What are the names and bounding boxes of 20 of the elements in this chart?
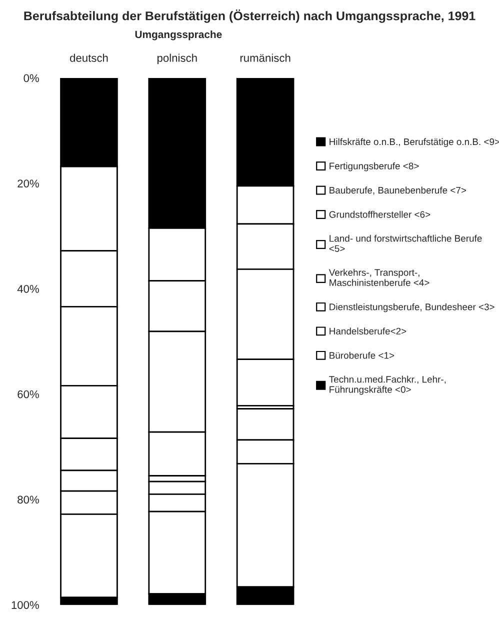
x-tick-label: polnisch xyxy=(157,54,197,64)
chart-subtitle: Umgangssprache xyxy=(135,30,222,40)
legend-label: Büroberufe <1> xyxy=(330,352,394,359)
legend-label: Fertigungsberufe <8> xyxy=(330,162,419,172)
x-tick-label: rumänisch xyxy=(240,54,290,62)
y-tick-label: 100% xyxy=(12,601,39,609)
legend-label: Verkehrs-, Transport-, Maschinistenberufe <4> xyxy=(328,268,430,286)
chart-title: Berufsabteilung der Berufstätigen (Österreich) nach Umgangssprache, 1991 xyxy=(24,10,476,23)
legend-label: Land- und forstwirtschaftliche Berufe <5> xyxy=(329,234,482,252)
y-tick-label: 20% xyxy=(18,180,39,188)
y-tick-label: 40% xyxy=(17,284,39,293)
legend-label: Grundstoffhersteller <6> xyxy=(329,210,430,218)
y-tick-label: 0% xyxy=(24,74,39,82)
legend-label: Bauberufe, Baunebenberufe <7> xyxy=(330,186,466,195)
legend-label: Techn.u.med.Fachkr., Lehr-, Führungskräfte <0> xyxy=(329,376,446,395)
y-tick-label: 60% xyxy=(18,390,39,398)
x-tick-label: deutsch xyxy=(70,54,108,62)
y-tick-label: 80% xyxy=(18,496,39,504)
legend-label: Dienstleistungsberufe, Bundesheer <3> xyxy=(330,303,494,312)
legend-label: Handelsberufe<2> xyxy=(330,328,406,335)
